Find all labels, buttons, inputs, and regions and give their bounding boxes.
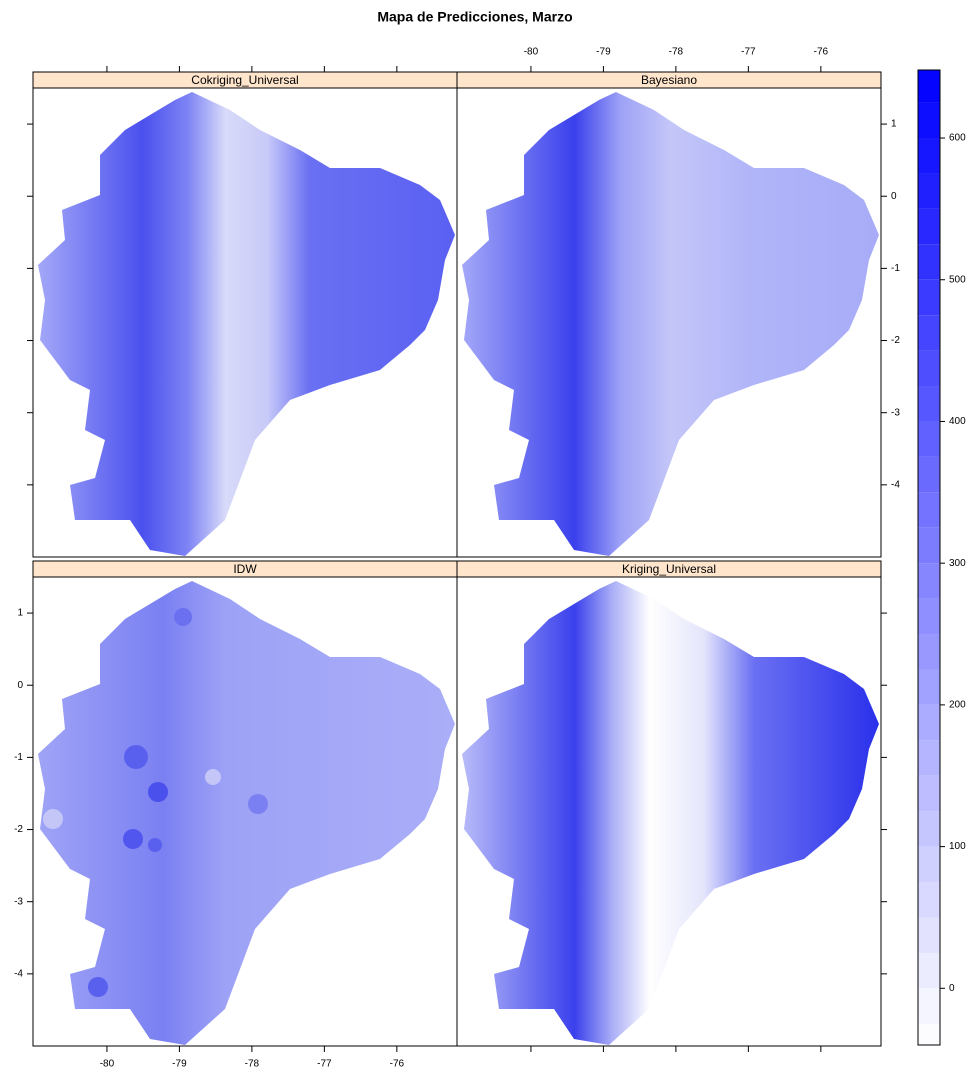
- x-tick-label: -77: [317, 1059, 332, 1070]
- colorbar-band: [918, 1024, 940, 1045]
- x-tick-label: -80: [524, 47, 539, 58]
- colorbar-band: [918, 492, 940, 527]
- colorbar-band: [918, 351, 940, 386]
- colorbar-tick-label: 100: [949, 841, 966, 852]
- x-tick-label: -80: [100, 1059, 115, 1070]
- colorbar-band: [918, 634, 940, 669]
- map-idw: [38, 581, 455, 1045]
- title: Mapa de Predicciones, Marzo: [377, 9, 572, 25]
- colorbar-tick-label: 600: [949, 133, 966, 144]
- colorbar-band: [918, 528, 940, 563]
- colorbar-band: [918, 244, 940, 279]
- y-tick-label: -2: [891, 335, 900, 346]
- colorbar-band: [918, 882, 940, 917]
- colorbar-band: [918, 847, 940, 882]
- colorbar-band: [918, 280, 940, 315]
- colorbar-tick-label: 200: [949, 700, 966, 711]
- page: {"title": "Mapa de Predicciones, Marzo",…: [0, 0, 975, 1073]
- colorbar-band: [918, 457, 940, 492]
- x-tick-label: -76: [390, 1059, 405, 1070]
- panel-title: Cokriging_Universal: [191, 73, 298, 87]
- x-tick-label: -76: [814, 47, 829, 58]
- y-tick-label: 1: [891, 119, 897, 130]
- colorbar-band: [918, 173, 940, 208]
- y-tick-label: 1: [17, 608, 23, 619]
- colorbar-tick-label: 400: [949, 416, 966, 427]
- map-kriging: [462, 581, 879, 1045]
- y-tick-label: -2: [14, 824, 23, 835]
- colorbar-band: [918, 563, 940, 598]
- colorbar-band: [918, 209, 940, 244]
- colorbar-band: [918, 953, 940, 988]
- panel-title: Bayesiano: [641, 73, 697, 87]
- x-tick-label: -79: [596, 47, 611, 58]
- y-tick-label: -3: [14, 896, 23, 907]
- colorbar-band: [918, 421, 940, 456]
- map-cokriging: [38, 92, 455, 556]
- colorbar-band: [918, 740, 940, 775]
- map-bayesiano: [462, 92, 879, 556]
- figure: Mapa de Predicciones, Marzo Cokriging_Un…: [0, 0, 975, 1073]
- colorbar-tick-label: 300: [949, 558, 966, 569]
- colorbar-band: [918, 705, 940, 740]
- x-tick-label: -78: [669, 47, 684, 58]
- colorbar-band: [918, 315, 940, 350]
- colorbar-band: [918, 811, 940, 846]
- colorbar-band: [918, 103, 940, 138]
- y-tick-label: 0: [891, 191, 897, 202]
- y-tick-label: -4: [14, 968, 23, 979]
- colorbar-band: [918, 138, 940, 173]
- colorbar-band: [918, 988, 940, 1023]
- x-tick-label: -77: [741, 47, 756, 58]
- x-tick-label: -79: [172, 1059, 187, 1070]
- panel-title: IDW: [233, 562, 257, 576]
- colorbar-band: [918, 917, 940, 952]
- x-tick-label: -78: [245, 1059, 260, 1070]
- colorbar-band: [918, 669, 940, 704]
- y-tick-label: 0: [17, 680, 23, 691]
- colorbar-tick-label: 0: [949, 983, 955, 994]
- colorbar-tick-label: 500: [949, 274, 966, 285]
- panel-title: Kriging_Universal: [622, 562, 716, 576]
- colorbar-band: [918, 599, 940, 634]
- y-tick-label: -1: [14, 752, 23, 763]
- colorbar-band: [918, 70, 940, 103]
- y-tick-label: -1: [891, 263, 900, 274]
- colorbar-band: [918, 386, 940, 421]
- colorbar-band: [918, 776, 940, 811]
- y-tick-label: -4: [891, 479, 900, 490]
- y-tick-label: -3: [891, 407, 900, 418]
